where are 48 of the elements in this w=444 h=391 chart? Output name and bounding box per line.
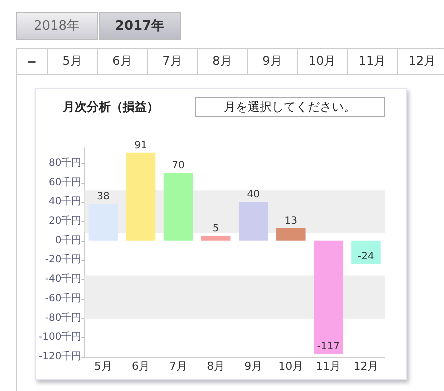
chart-title: 月次分析（損益） [62, 99, 160, 116]
x-tick-label: 12月 [354, 360, 379, 373]
text: 2018年 [16, 12, 98, 40]
x-tick-label: 5月 [94, 360, 112, 373]
data-label: -117 [317, 342, 340, 353]
bar [276, 228, 306, 241]
x-tick-label: 8月 [207, 360, 226, 373]
y-tick-label: 60千円 [48, 176, 82, 188]
data-label: 91 [134, 140, 148, 152]
text: 2017年 [99, 12, 181, 40]
x-tick-label: 9月 [244, 360, 263, 373]
text: 5月 [48, 49, 98, 74]
y-tick-label: 20千円 [48, 215, 82, 228]
y-tick-label: -100千円 [38, 331, 82, 344]
bar [314, 240, 344, 354]
x-tick-label: 11月 [316, 360, 342, 373]
data-label: 40 [247, 190, 260, 201]
bar [88, 204, 118, 241]
data-label: 70 [172, 160, 185, 172]
bar [126, 152, 156, 241]
y-tick-label: -20千円 [45, 254, 82, 266]
text: 7月 [148, 49, 198, 74]
text: 12月 [398, 49, 444, 74]
y-tick-label: -40千円 [45, 273, 82, 286]
data-label: -24 [358, 252, 374, 263]
data-label: 13 [284, 216, 298, 227]
text: 8月 [198, 49, 248, 74]
bar [164, 173, 194, 241]
text: − [17, 49, 48, 74]
y-tick-label: 40千円 [48, 196, 82, 208]
y-tick-label: 0千円 [55, 234, 82, 246]
text: 10月 [298, 49, 348, 74]
text: 6月 [98, 49, 148, 74]
x-tick-label: 7月 [170, 360, 188, 373]
bar [201, 236, 231, 241]
data-label: 5 [212, 224, 220, 235]
text: 11月 [348, 49, 398, 74]
x-tick-label: 6月 [132, 360, 150, 373]
bar [352, 240, 381, 264]
text: 月を選択してください。 [195, 97, 385, 117]
y-tick-label: -60千円 [45, 292, 82, 304]
y-tick-label: 80千円 [48, 156, 82, 169]
text: 9月 [248, 49, 298, 74]
y-tick-label: -120千円 [38, 350, 82, 362]
x-tick-label: 10月 [278, 360, 304, 373]
bar [238, 202, 268, 241]
y-tick-label: -80千円 [45, 312, 82, 324]
data-label: 38 [97, 192, 110, 203]
